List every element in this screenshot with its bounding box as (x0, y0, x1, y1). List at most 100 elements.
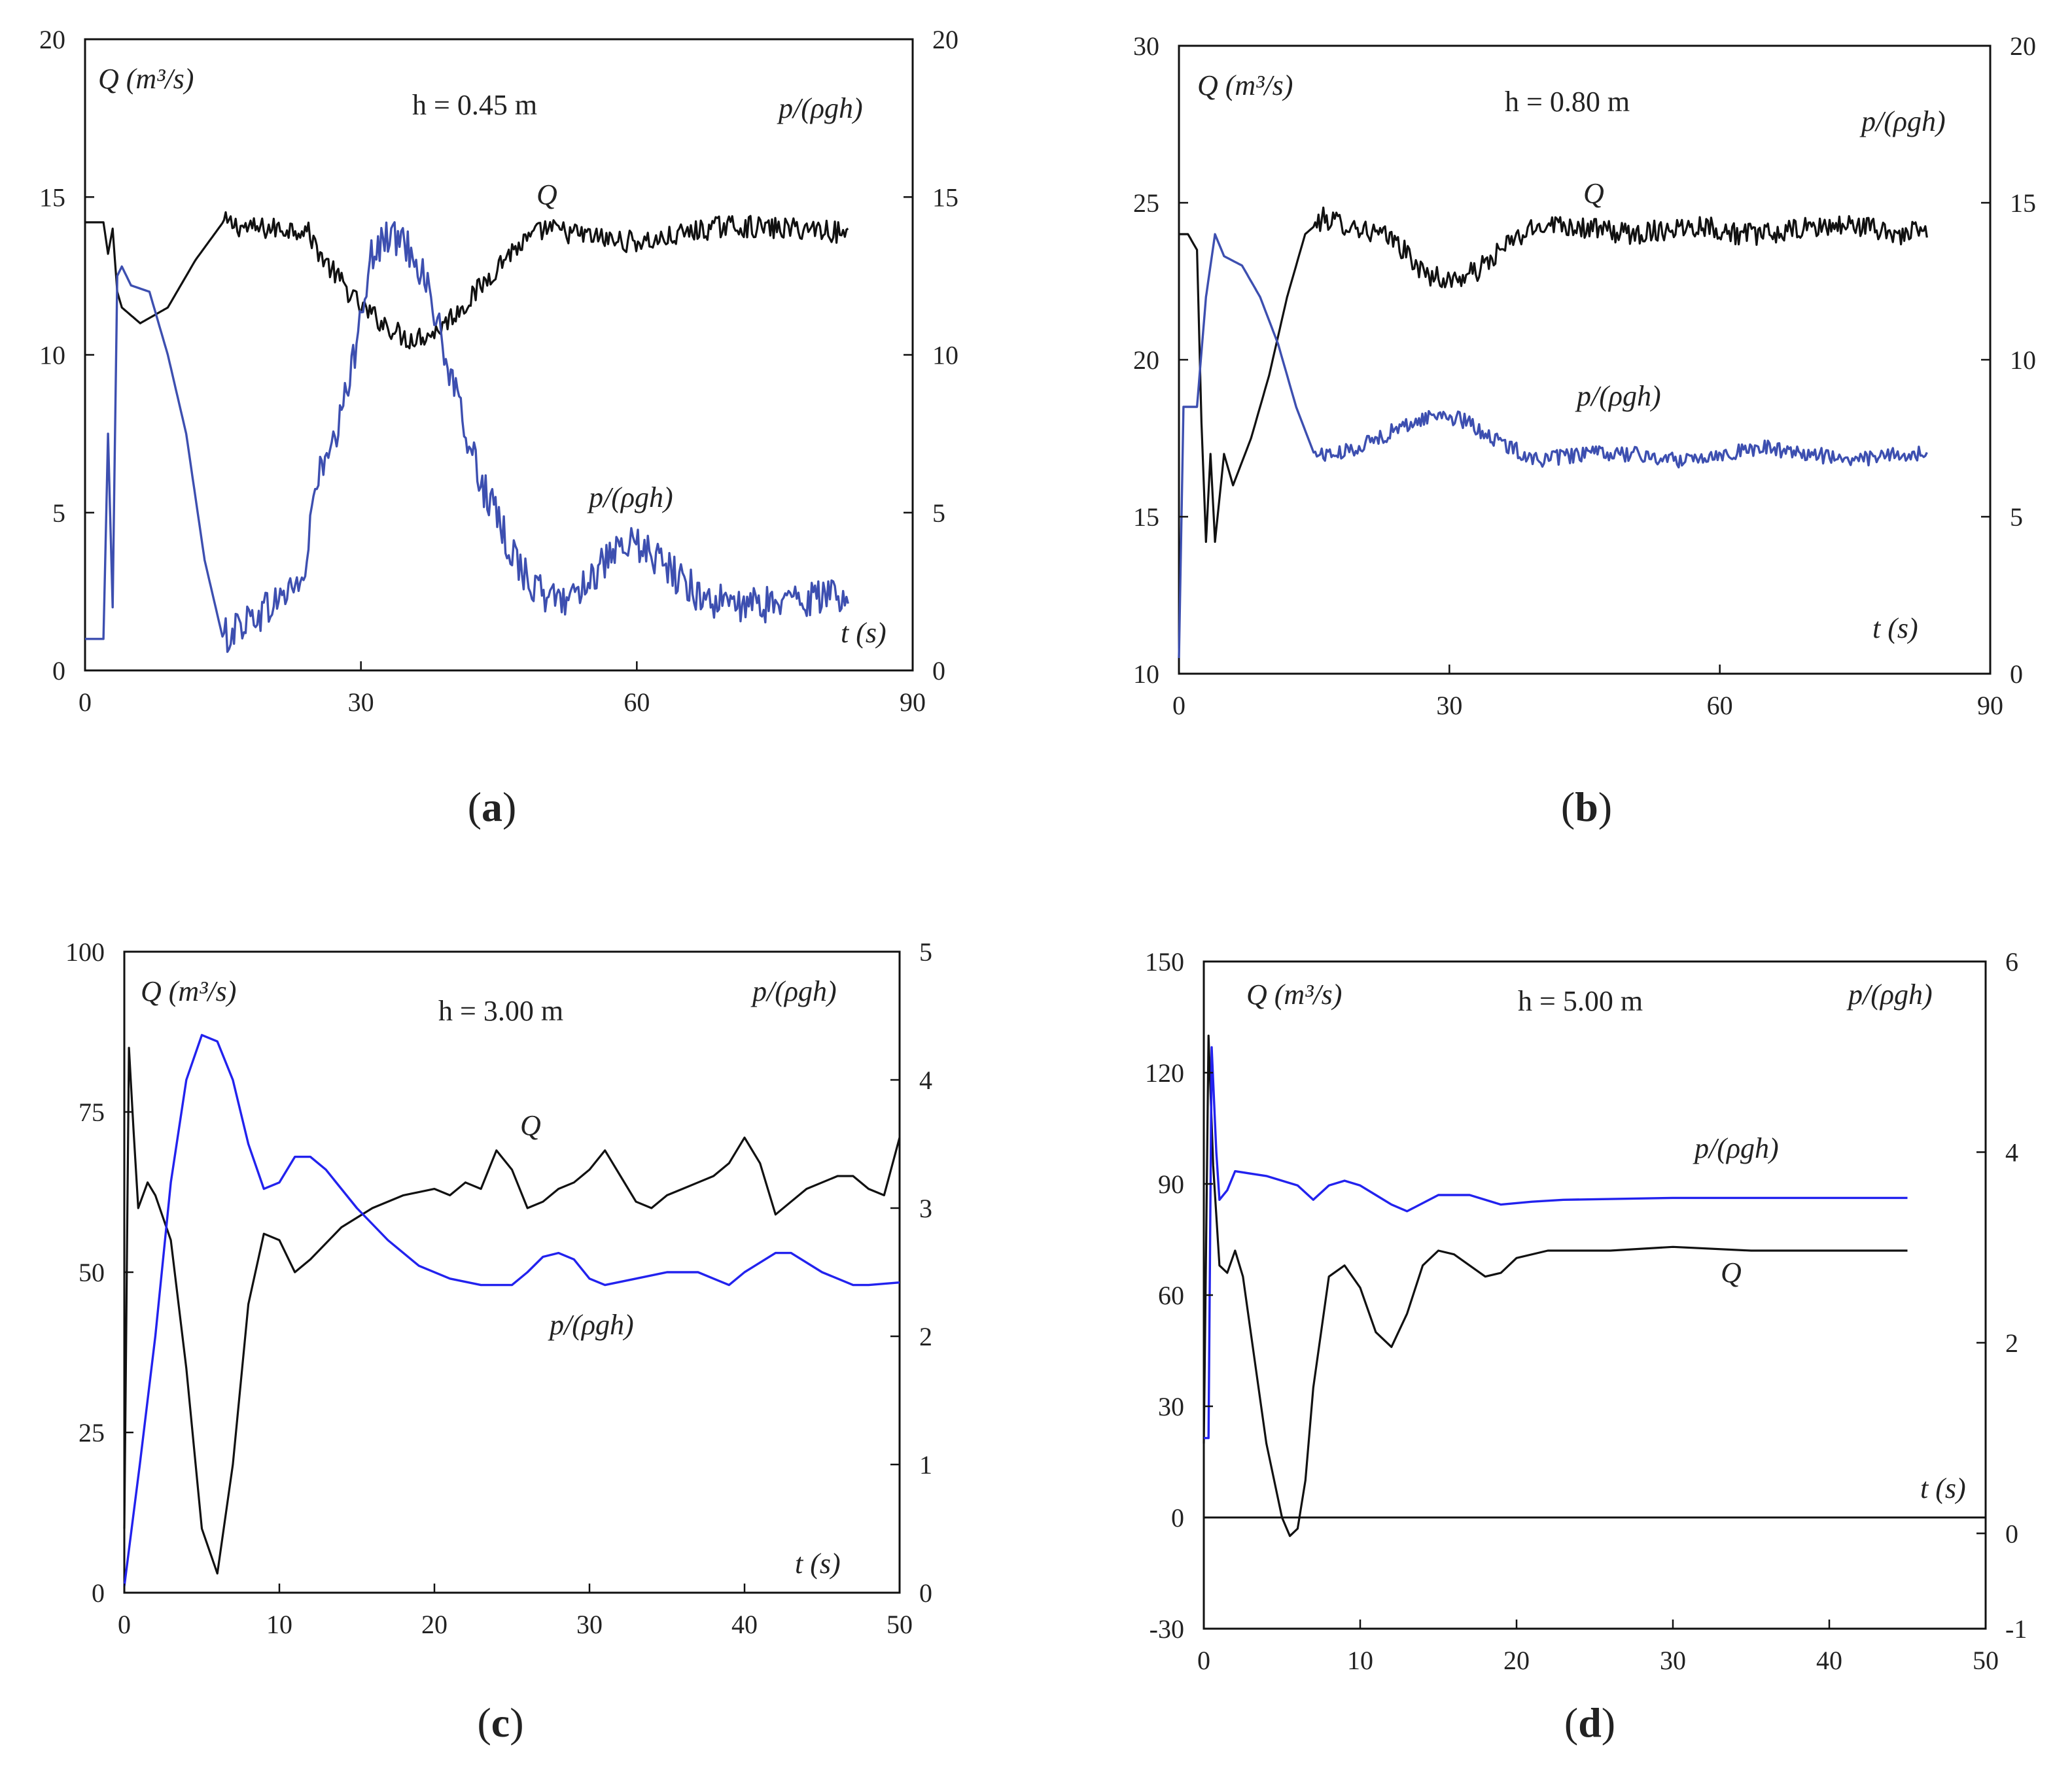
y-left-tick-label: 10 (1133, 659, 1159, 689)
y-left-tick-label: 0 (52, 656, 65, 685)
series-layer (85, 211, 849, 653)
y-right-tick-label: 20 (932, 25, 958, 54)
y-left-tick-label: 60 (1158, 1281, 1184, 1310)
y-left-tick-label: 50 (79, 1258, 105, 1287)
series-pressure-line (123, 1033, 900, 1587)
series-label-q: Q (1721, 1257, 1742, 1289)
panel-caption: (c) (477, 1699, 523, 1746)
x-tick-label: 0 (79, 687, 92, 717)
panel-caption: (d) (1564, 1699, 1615, 1746)
y-left-tick-label: 15 (1133, 502, 1159, 532)
y-left-tick-label: 0 (92, 1578, 105, 1608)
y-left-tick-label: 20 (1133, 345, 1159, 375)
series-label-p: p/(ρgh) (1693, 1132, 1779, 1164)
x-tick-label: 20 (421, 1610, 448, 1639)
y-left-tick-label: 30 (1133, 31, 1159, 61)
y-right-tick-label: 0 (2010, 659, 2023, 689)
condition-label: h = 0.80 m (1505, 86, 1630, 118)
y-right-tick-label: 15 (2010, 188, 2036, 218)
series-pressure-line (85, 221, 849, 653)
x-axis-label: t (s) (1920, 1472, 1966, 1504)
x-tick-label: 40 (1816, 1646, 1842, 1675)
left-axis-label: Q (m³/s) (1197, 69, 1293, 101)
series-layer (123, 1033, 901, 1587)
y-right-tick-label: 4 (919, 1066, 932, 1095)
x-tick-label: 60 (623, 687, 650, 717)
series-layer (1178, 206, 1928, 659)
x-tick-label: 20 (1503, 1646, 1530, 1675)
x-tick-label: 30 (348, 687, 374, 717)
chart-panel-b: 0 30 60 90 10 15 20 25 30 0 5 10 15 20 Q (m³/s) h = 0… (1133, 31, 2036, 830)
y-left-tick-label: 20 (39, 25, 65, 54)
series-pressure-line (1204, 1046, 1908, 1440)
panel-caption-letter: d (1578, 1699, 1602, 1746)
panel-caption: (b) (1561, 784, 1612, 830)
x-tick-label: 30 (1660, 1646, 1686, 1675)
x-axis-label: t (s) (841, 617, 887, 649)
series-label-p: p/(ρgh) (587, 481, 673, 513)
plot-frame (1178, 44, 1992, 675)
panel-caption-letter: a (482, 784, 502, 830)
condition-label: h = 3.00 m (438, 995, 563, 1027)
panel-caption-letter: b (1575, 784, 1598, 830)
left-axis-label: Q (m³/s) (98, 63, 194, 95)
x-tick-label: 0 (1197, 1646, 1210, 1675)
panel-caption: (a) (468, 784, 517, 830)
x-tick-label: 0 (1172, 691, 1185, 720)
y-left-tick-label: 25 (79, 1418, 105, 1447)
y-right-tick-label: 6 (2005, 947, 2018, 977)
plot-frame (1203, 960, 1987, 1630)
y-right-tick-label: 0 (919, 1578, 932, 1608)
y-right-tick-label: 4 (2005, 1137, 2018, 1167)
y-left-tick-label: 150 (1145, 947, 1184, 977)
y-right-tick-label: 2 (919, 1322, 932, 1351)
series-q-line (1203, 1034, 1908, 1537)
tick-layer: 0 10 20 30 40 50 -30 0 30 60 90 120 150 -1 0 2 4 6 (1145, 947, 2027, 1675)
y-left-tick-label: 75 (79, 1098, 105, 1127)
y-left-tick-label: 90 (1158, 1170, 1184, 1199)
y-right-tick-label: 5 (2010, 502, 2023, 532)
condition-label: h = 0.45 m (412, 89, 537, 121)
x-tick-label: 10 (1347, 1646, 1373, 1675)
right-axis-label: p/(ρgh) (1859, 105, 1946, 137)
x-tick-label: 30 (576, 1610, 603, 1639)
y-left-tick-label: 15 (39, 182, 65, 212)
y-right-tick-label: -1 (2005, 1614, 2027, 1644)
x-tick-label: 50 (1973, 1646, 1999, 1675)
series-layer (1203, 1034, 1908, 1537)
x-axis-label: t (s) (795, 1548, 841, 1580)
y-right-tick-label: 15 (932, 182, 958, 212)
x-tick-label: 10 (266, 1610, 292, 1639)
x-tick-label: 0 (118, 1610, 131, 1639)
x-tick-label: 30 (1436, 691, 1462, 720)
series-q-line (1179, 206, 1928, 543)
left-axis-label: Q (m³/s) (1246, 979, 1342, 1011)
y-right-tick-label: 0 (2005, 1519, 2018, 1548)
right-axis-label: p/(ρgh) (750, 975, 837, 1007)
series-label-p: p/(ρgh) (548, 1309, 634, 1341)
y-left-tick-label: 120 (1145, 1058, 1184, 1088)
x-axis-label: t (s) (1872, 612, 1918, 644)
series-label-p: p/(ρgh) (1575, 380, 1661, 412)
y-right-tick-label: 10 (932, 341, 958, 370)
plot-frame (123, 950, 901, 1594)
y-left-tick-label: 5 (52, 498, 65, 528)
tick-layer: 0 30 60 90 10 15 20 25 30 0 5 10 15 20 (1133, 31, 2036, 720)
x-tick-label: 40 (731, 1610, 758, 1639)
x-tick-label: 60 (1707, 691, 1733, 720)
series-label-q: Q (1583, 177, 1604, 209)
y-left-tick-label: 0 (1171, 1503, 1184, 1533)
y-left-tick-label: 30 (1158, 1392, 1184, 1421)
y-right-tick-label: 2 (2005, 1328, 2018, 1358)
y-right-tick-label: 3 (919, 1194, 932, 1223)
series-q-line (85, 211, 849, 350)
x-tick-label: 50 (887, 1610, 913, 1639)
x-tick-label: 90 (900, 687, 926, 717)
series-label-q: Q (536, 179, 557, 211)
y-right-tick-label: 0 (932, 656, 945, 685)
y-right-tick-label: 10 (2010, 345, 2036, 375)
